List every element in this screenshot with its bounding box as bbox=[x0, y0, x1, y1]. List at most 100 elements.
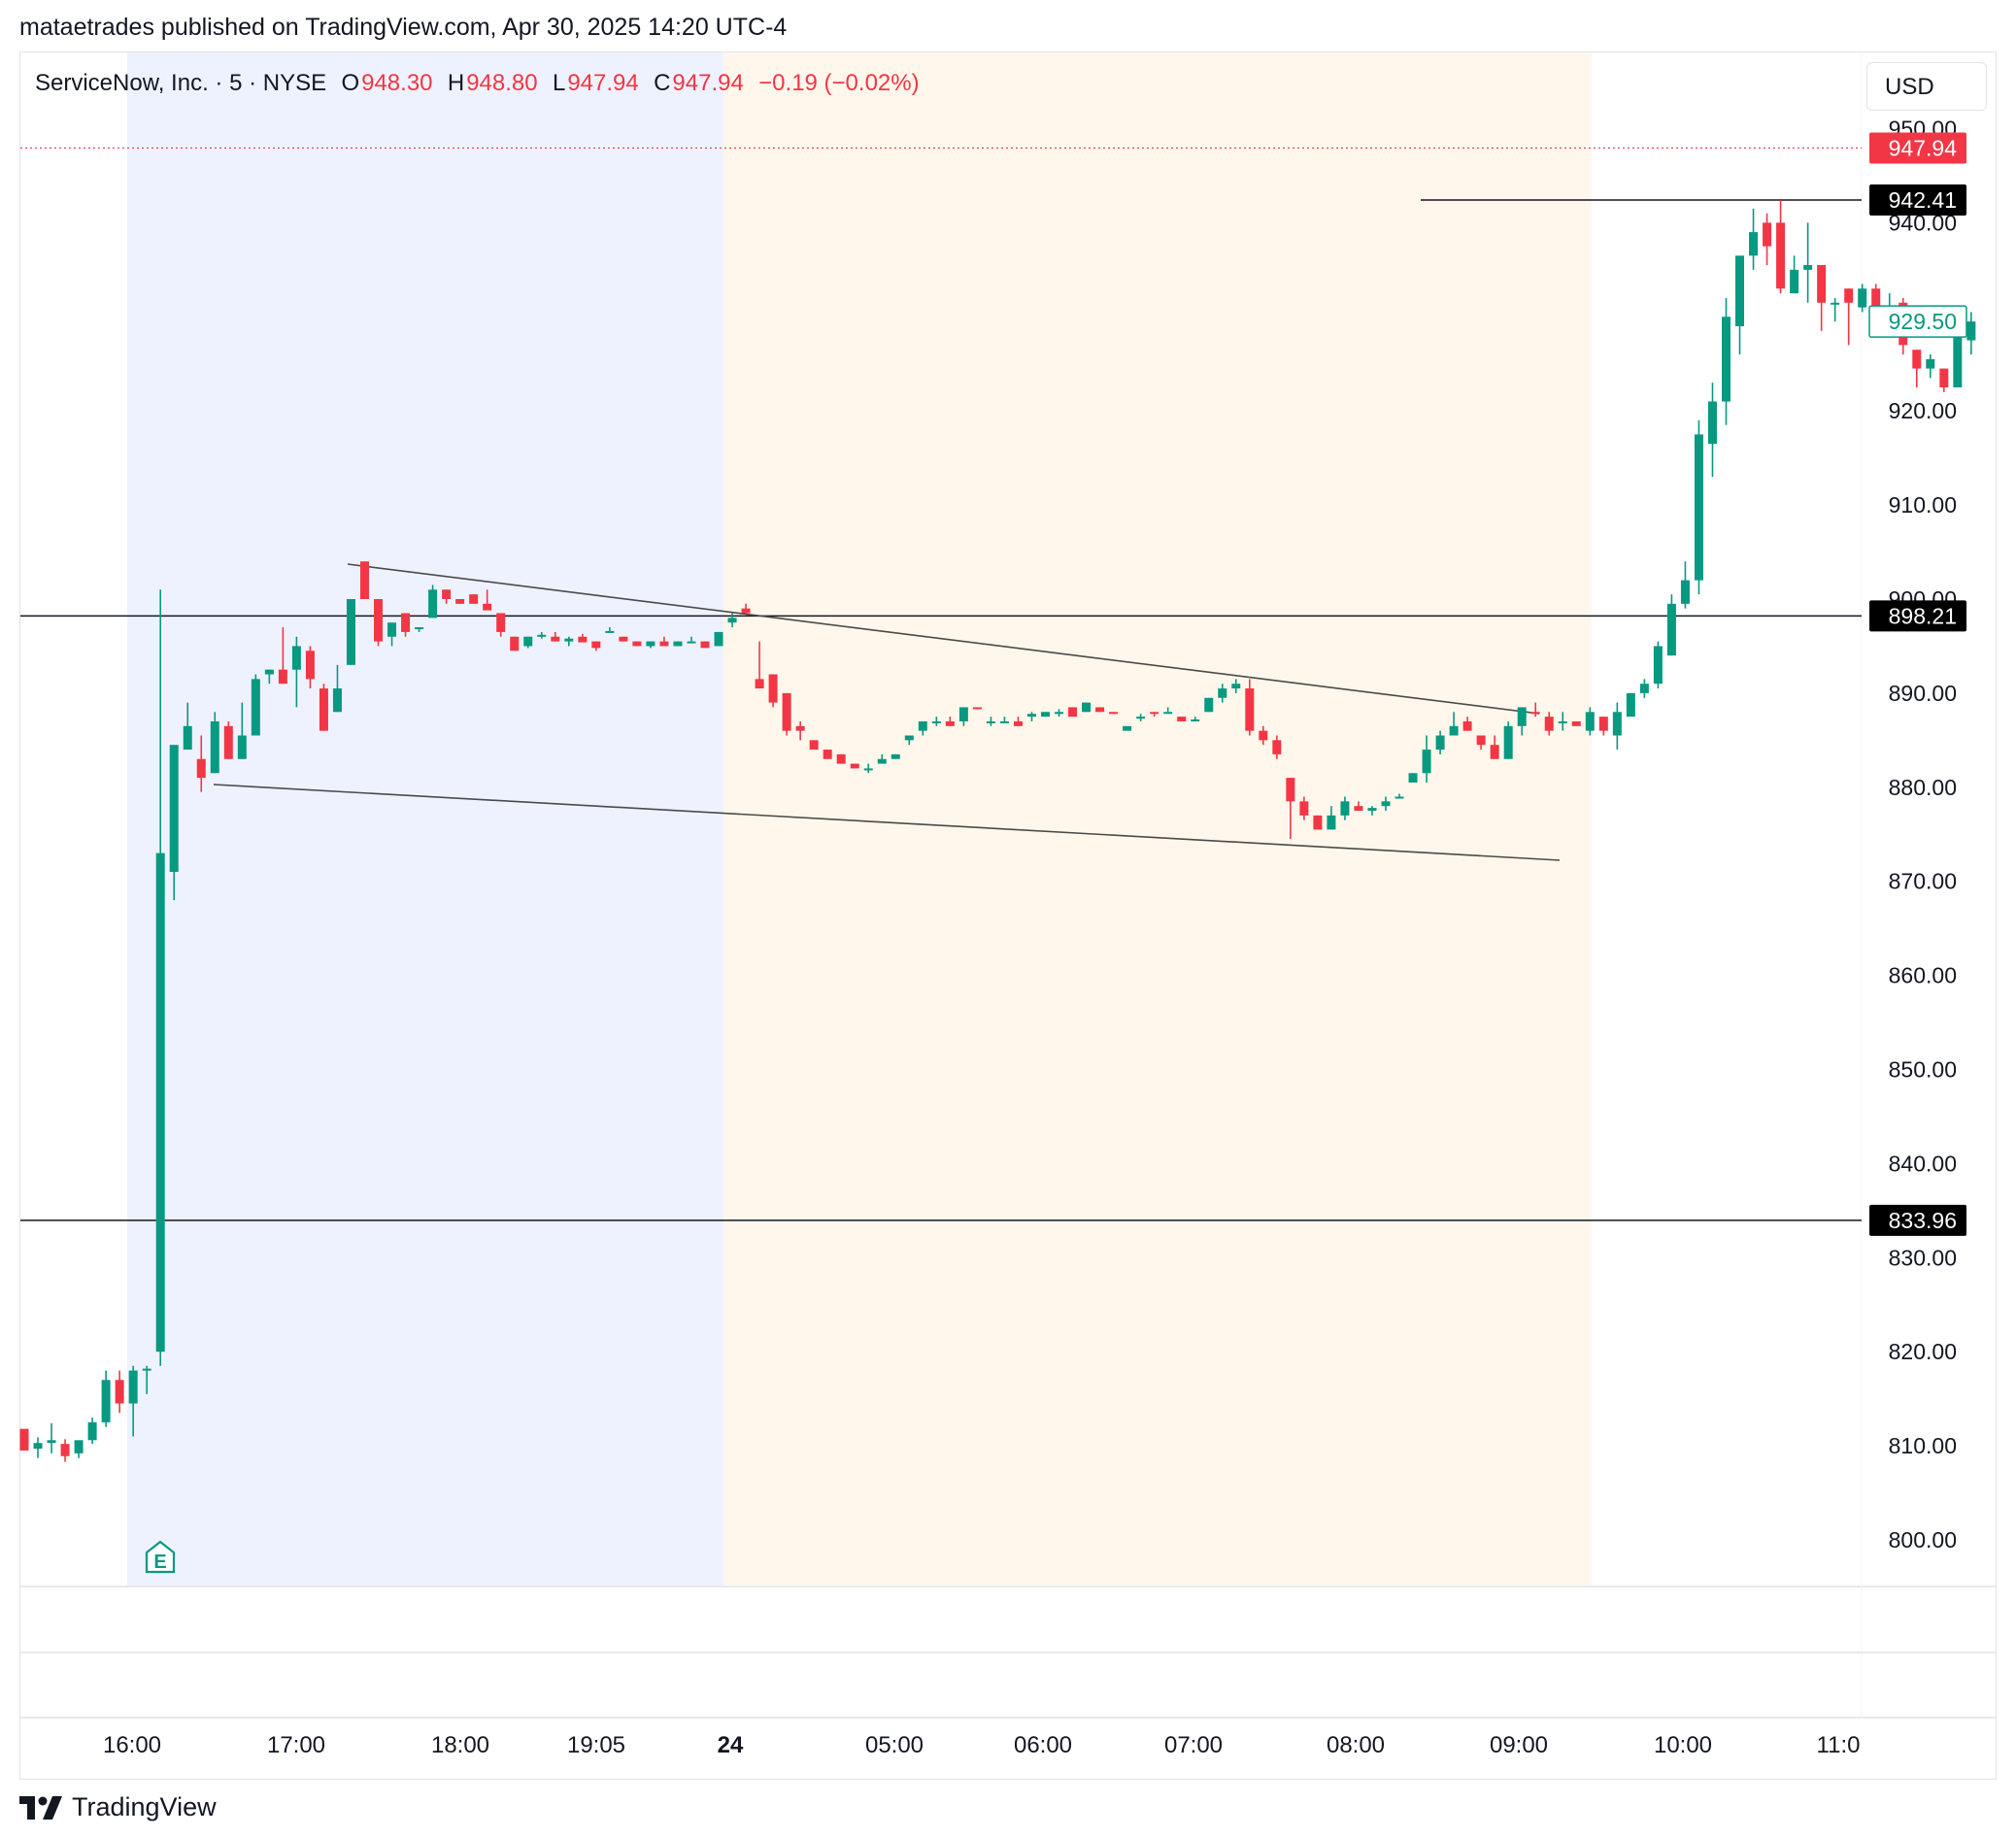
candle-body bbox=[1817, 265, 1827, 303]
candle-up bbox=[1231, 679, 1241, 693]
candle-body bbox=[1831, 302, 1840, 305]
candle-down bbox=[442, 589, 452, 604]
candle-body bbox=[1367, 808, 1377, 812]
candle-down bbox=[360, 561, 369, 599]
candle-down bbox=[374, 599, 384, 647]
candle-down bbox=[1462, 717, 1472, 731]
currency-button[interactable]: USD bbox=[1866, 62, 1987, 111]
candle-body bbox=[33, 1443, 43, 1450]
price-label-929.50: 929.50 bbox=[1868, 305, 1967, 338]
x-tick-label: 18:00 bbox=[431, 1732, 489, 1758]
candle-body bbox=[360, 561, 369, 599]
candle-up bbox=[1422, 735, 1431, 783]
candle-down bbox=[632, 641, 642, 647]
earnings-marker-shape bbox=[145, 1540, 176, 1574]
candle-body bbox=[564, 638, 574, 642]
candle-body bbox=[1163, 712, 1173, 715]
candle-body bbox=[346, 599, 355, 665]
candle-body bbox=[1858, 288, 1867, 308]
candle-down bbox=[1598, 717, 1608, 736]
candle-up bbox=[646, 641, 655, 649]
candle-body bbox=[1803, 265, 1813, 270]
candle-up bbox=[727, 613, 737, 628]
candle-up bbox=[863, 763, 873, 774]
candle-up bbox=[428, 584, 438, 618]
candle-body bbox=[1790, 269, 1799, 294]
candle-body bbox=[401, 613, 411, 632]
candle-body bbox=[305, 651, 315, 680]
y-tick-label: 810.00 bbox=[1889, 1433, 1957, 1458]
candle-body bbox=[863, 768, 873, 771]
candle-down bbox=[741, 603, 751, 614]
candle-body bbox=[700, 641, 710, 649]
candle-down bbox=[578, 633, 588, 643]
candle-down bbox=[1544, 712, 1554, 736]
candle-up bbox=[183, 702, 192, 751]
candle-up bbox=[1626, 692, 1635, 718]
candle-body bbox=[877, 758, 887, 764]
candle-body bbox=[727, 618, 737, 623]
candle-up bbox=[1803, 222, 1813, 303]
candle-body bbox=[128, 1370, 138, 1404]
candle-body bbox=[931, 720, 941, 723]
candle-up bbox=[1503, 720, 1513, 759]
candle-body bbox=[1109, 712, 1119, 715]
candle-down bbox=[19, 1428, 29, 1451]
x-tick-label: 24 bbox=[718, 1732, 744, 1758]
candle-body bbox=[1218, 688, 1227, 698]
candle-body bbox=[632, 641, 642, 647]
candle-body bbox=[795, 725, 805, 731]
earnings-marker: E bbox=[145, 1540, 176, 1574]
legend-change: −0.19 (−0.02%) bbox=[758, 70, 920, 96]
chart-frame[interactable] bbox=[19, 51, 1997, 1780]
candle-up bbox=[1408, 773, 1418, 783]
legend-open-label: O bbox=[341, 70, 360, 96]
candle-body bbox=[278, 669, 287, 685]
candle-down bbox=[1150, 712, 1159, 718]
candle-up bbox=[1680, 561, 1690, 609]
candle-body bbox=[1435, 735, 1445, 751]
candle-up bbox=[537, 631, 547, 639]
candle-up bbox=[387, 622, 397, 647]
candle-body bbox=[319, 688, 328, 731]
price-label-942.41: 942.41 bbox=[1869, 184, 1966, 217]
candle-body bbox=[1571, 720, 1581, 726]
candle-body bbox=[1639, 684, 1649, 693]
candle-down bbox=[1490, 735, 1499, 759]
candle-body bbox=[1585, 712, 1595, 731]
candle-down bbox=[591, 641, 601, 651]
y-tick-label: 800.00 bbox=[1889, 1527, 1957, 1553]
candle-body bbox=[483, 603, 492, 611]
candle-body bbox=[1231, 684, 1241, 689]
candle-body bbox=[1926, 358, 1935, 369]
candle-body bbox=[1013, 720, 1023, 726]
candle-up bbox=[1666, 594, 1676, 656]
candle-up bbox=[1026, 712, 1036, 721]
candle-up bbox=[1055, 709, 1064, 718]
candle-down bbox=[823, 750, 832, 759]
candle-body bbox=[1123, 725, 1132, 731]
tradingview-logo[interactable]: TradingView bbox=[19, 1792, 217, 1822]
candle-body bbox=[1735, 255, 1745, 326]
candle-up bbox=[890, 753, 900, 759]
candle-down bbox=[1245, 679, 1255, 736]
candle-up bbox=[714, 631, 723, 647]
candle-body bbox=[87, 1421, 97, 1441]
candle-body bbox=[1626, 692, 1635, 718]
candle-body bbox=[1680, 580, 1690, 604]
candle-body bbox=[659, 641, 669, 647]
chart-legend: ServiceNow, Inc. · 5 · NYSE O948.30 H948… bbox=[35, 70, 922, 97]
price-label-text: 942.41 bbox=[1889, 187, 1957, 213]
candle-body bbox=[1150, 712, 1159, 715]
candle-body bbox=[1558, 720, 1567, 723]
candle-up bbox=[1394, 793, 1404, 799]
candle-up bbox=[1612, 702, 1622, 751]
candle-down bbox=[1013, 717, 1023, 726]
candle-down bbox=[1095, 707, 1105, 713]
candle-body bbox=[673, 641, 683, 647]
candle-up bbox=[1953, 335, 1963, 387]
candle-body bbox=[196, 758, 206, 779]
candle-down bbox=[278, 627, 287, 685]
candle-body bbox=[958, 707, 968, 721]
